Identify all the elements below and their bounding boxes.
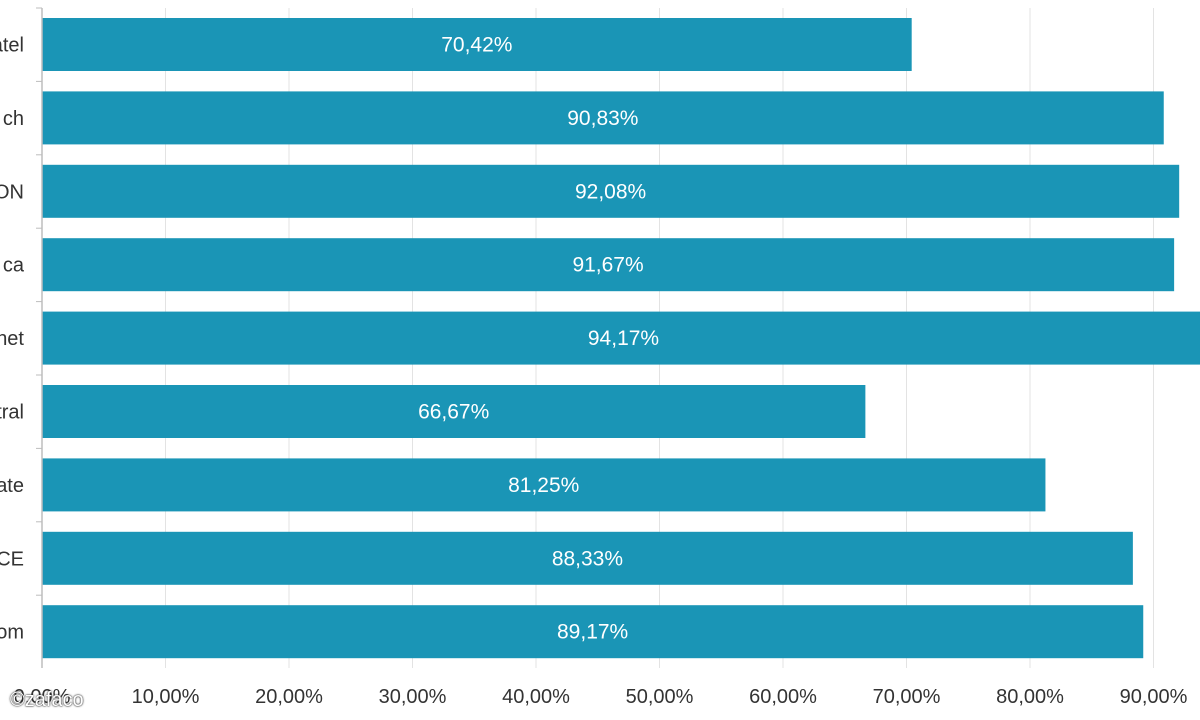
axes: 0,00% 10,00% 20,00% 30,00% 40,00% 50,00% 60,00… [0, 7, 1188, 708]
x-tick-label: 80,00% [996, 686, 1064, 708]
x-tick-label: 70,00% [873, 686, 941, 708]
x-tick-label: 40,00% [502, 686, 570, 708]
category-label: atel [0, 35, 24, 57]
x-tick-label: 50,00% [626, 686, 694, 708]
bar-value-label: 81,25% [508, 474, 579, 497]
category-label: CE [0, 548, 24, 570]
x-tick-label: 60,00% [749, 686, 817, 708]
bar-value-label: 70,42% [441, 34, 512, 57]
category-label: ca [3, 255, 25, 277]
bar [42, 164, 1180, 218]
bar [42, 18, 912, 71]
data-labels: 70,42% 90,83% 92,08% 91,67% 94,17% 66,67% 81,2… [418, 34, 659, 644]
bar [42, 605, 1144, 659]
x-tick-label: 10,00% [132, 686, 200, 708]
category-label: ate [0, 475, 24, 497]
x-tick-label: 90,00% [1120, 686, 1188, 708]
bar [42, 311, 1200, 365]
bar-value-label: 88,33% [552, 547, 623, 570]
category-label: ON [0, 181, 24, 203]
x-tick-label: 20,00% [255, 686, 323, 708]
bar-value-label: 90,83% [567, 107, 638, 130]
bar-value-label: 66,67% [418, 401, 489, 424]
bar-value-label: 92,08% [575, 180, 646, 203]
category-label: ch [3, 108, 24, 130]
x-tick-label: 0,00% [14, 686, 71, 708]
bar [42, 531, 1133, 585]
x-tick-label: 30,00% [379, 686, 447, 708]
watermark-text: ©zafaco [10, 689, 84, 711]
bar [42, 385, 866, 438]
bar-value-label: 91,67% [572, 254, 643, 277]
category-label: om [0, 622, 24, 644]
bars [42, 18, 1200, 659]
bar-value-label: 94,17% [588, 327, 659, 350]
bar [42, 238, 1175, 292]
bar-value-label: 89,17% [557, 621, 628, 644]
category-label: net [0, 328, 24, 350]
bar [42, 91, 1164, 145]
bar [42, 458, 1046, 512]
